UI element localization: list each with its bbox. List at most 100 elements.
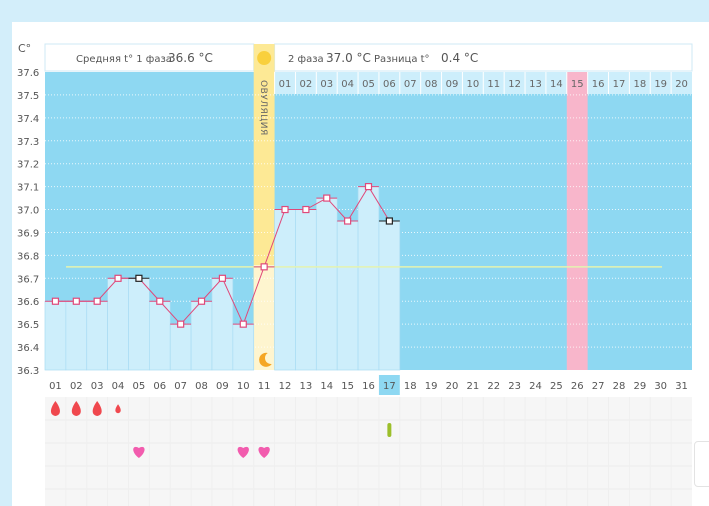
phase1-value: 36.6 °C (168, 51, 213, 65)
next-cycle-day-label: 05 (362, 79, 375, 90)
day-label[interactable]: 12 (279, 381, 292, 392)
data-point[interactable] (135, 274, 143, 282)
day-label[interactable]: 04 (112, 381, 125, 392)
day-label[interactable]: 07 (174, 381, 187, 392)
top-strip (0, 0, 709, 22)
day-label[interactable]: 21 (466, 381, 479, 392)
moon-icon (259, 352, 272, 367)
data-point[interactable] (114, 274, 122, 282)
temperature-bar (169, 323, 192, 371)
y-tick-label: 37.1 (17, 183, 39, 194)
day-label[interactable]: 23 (508, 381, 521, 392)
next-cycle-day-label: 20 (675, 79, 688, 90)
heart-icon (133, 446, 145, 458)
temperature-bar (378, 220, 401, 371)
day-label[interactable]: 30 (654, 381, 667, 392)
day-label[interactable]: 08 (195, 381, 208, 392)
temperature-bar (357, 186, 380, 371)
data-point[interactable] (156, 297, 164, 305)
temperature-bar (336, 220, 359, 371)
y-tick-label: 36.3 (17, 366, 39, 377)
next-cycle-day-label: 03 (320, 79, 333, 90)
day-label[interactable]: 10 (237, 381, 250, 392)
next-cycle-day-label: 06 (383, 79, 396, 90)
next-cycle-day-label: 10 (466, 79, 479, 90)
diff-label: Разница t° (374, 54, 430, 65)
blood-drop-icon (50, 401, 60, 416)
next-cycle-day-label: 07 (404, 79, 417, 90)
day-label[interactable]: 18 (404, 381, 417, 392)
phase1-label: Средняя t° 1 фаза (76, 54, 172, 65)
y-tick-label: 37.0 (17, 206, 39, 217)
ovulation-label: ОВУЛЯЦИЯ (258, 80, 268, 136)
data-point[interactable] (385, 217, 393, 225)
blood-drop-icon (71, 401, 81, 416)
data-point[interactable] (239, 320, 247, 328)
test-icon (387, 423, 392, 437)
temperature-bar (295, 209, 317, 371)
next-cycle-day-label: 16 (592, 79, 605, 90)
next-cycle-day-label: 17 (613, 79, 626, 90)
day-label[interactable]: 31 (675, 381, 688, 392)
side-panel-tab[interactable] (694, 441, 709, 487)
symptom-grid (45, 397, 692, 506)
next-cycle-day-label: 14 (550, 79, 563, 90)
next-cycle-day-label: 18 (633, 79, 646, 90)
y-tick-label: 36.9 (17, 228, 39, 239)
day-label[interactable]: 09 (216, 381, 229, 392)
data-point[interactable] (197, 297, 206, 305)
blood-drop-icon (115, 404, 121, 414)
day-label[interactable]: 22 (487, 381, 500, 392)
day-label[interactable]: 15 (341, 381, 354, 392)
data-point[interactable] (260, 263, 268, 271)
day-label[interactable]: 02 (70, 381, 83, 392)
blood-drop-icon (92, 401, 102, 416)
temperature-bar (232, 323, 255, 371)
data-point[interactable] (281, 205, 289, 214)
phase2-value: 37.0 °C (326, 51, 371, 65)
temperature-bar (149, 300, 171, 371)
data-point[interactable] (72, 297, 80, 305)
phase2-label: 2 фаза (288, 54, 324, 65)
data-point[interactable] (344, 217, 352, 225)
day-label[interactable]: 20 (446, 381, 459, 392)
day-label[interactable]: 17 (383, 381, 396, 392)
temperature-bar (107, 277, 129, 371)
day-label[interactable]: 26 (571, 381, 584, 392)
data-point[interactable] (323, 194, 331, 202)
day-label[interactable]: 01 (49, 381, 62, 392)
heart-icon (237, 446, 249, 458)
phase1-header (44, 43, 255, 72)
day-label[interactable]: 28 (613, 381, 626, 392)
next-cycle-day-label: 11 (487, 79, 500, 90)
day-label[interactable]: 06 (153, 381, 166, 392)
diff-value: 0.4 °C (441, 51, 478, 65)
ovulation-column-lower (253, 265, 275, 370)
next-cycle-day-label: 12 (508, 79, 521, 90)
day-label[interactable]: 14 (320, 381, 333, 392)
data-point[interactable] (218, 274, 227, 282)
y-tick-label: 36.6 (17, 297, 39, 308)
day-label[interactable]: 03 (91, 381, 104, 392)
y-tick-label: 37.5 (17, 91, 39, 102)
data-point[interactable] (51, 297, 60, 305)
day-label[interactable]: 29 (633, 381, 646, 392)
day-label[interactable]: 25 (550, 381, 563, 392)
data-point[interactable] (177, 320, 185, 328)
day-label[interactable]: 13 (300, 381, 313, 392)
day-label[interactable]: 19 (425, 381, 438, 392)
next-cycle-day-label: 15 (571, 79, 584, 90)
day-label[interactable]: 24 (529, 381, 542, 392)
temperature-bar (128, 277, 150, 371)
day-label[interactable]: 11 (258, 381, 271, 392)
data-point[interactable] (302, 205, 310, 214)
heart-icon (258, 446, 270, 458)
data-point[interactable] (93, 297, 101, 305)
day-label[interactable]: 27 (592, 381, 605, 392)
data-point[interactable] (364, 183, 373, 191)
next-cycle-day-label: 13 (529, 79, 542, 90)
next-cycle-day-label: 09 (446, 79, 459, 90)
day-label[interactable]: 16 (362, 381, 375, 392)
day-label[interactable]: 05 (133, 381, 146, 392)
next-cycle-day-label: 04 (341, 79, 354, 90)
